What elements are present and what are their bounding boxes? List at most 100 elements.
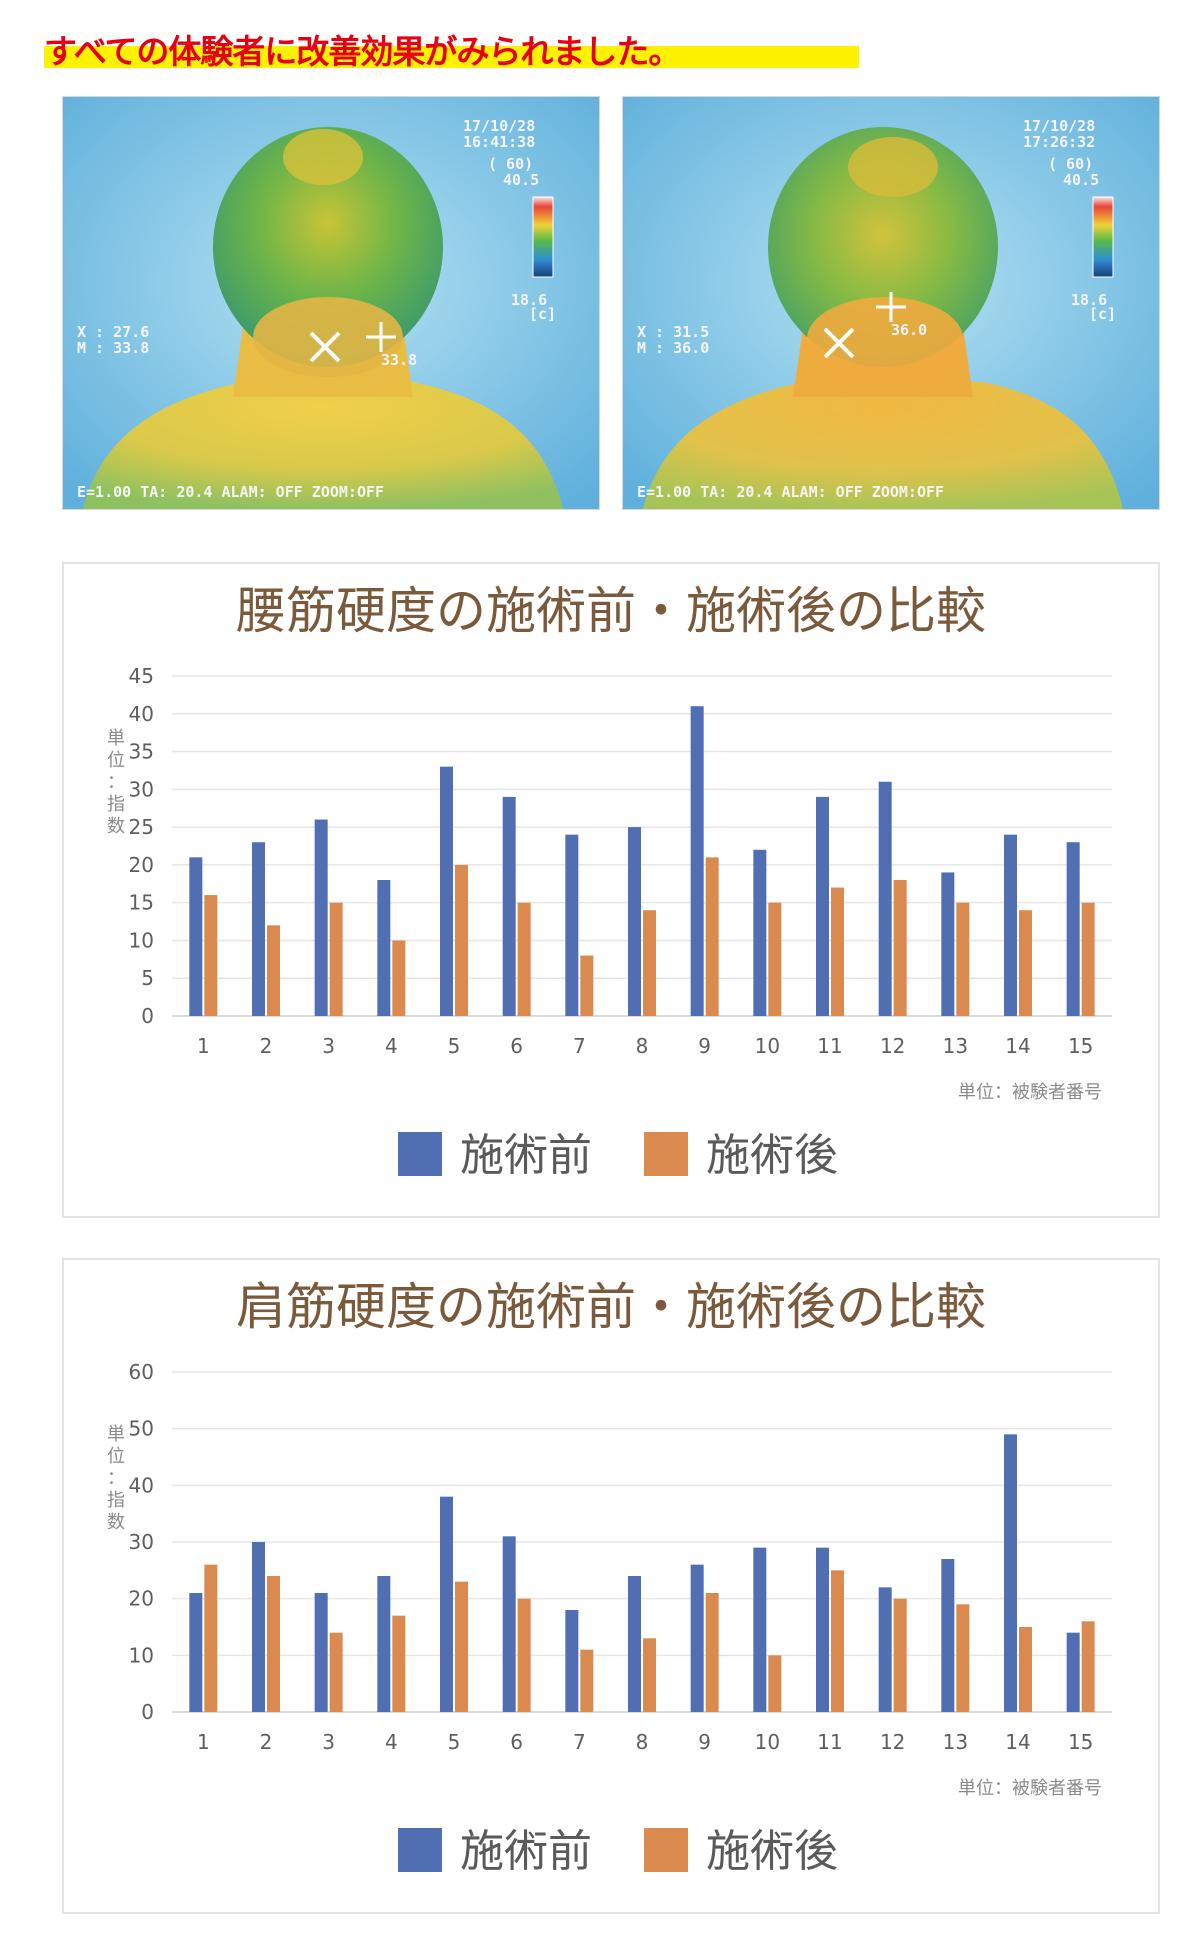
bar-before: [1066, 1632, 1080, 1712]
y-tick-label: 0: [141, 1004, 154, 1028]
color-scale-bar: [1092, 196, 1114, 278]
y-axis-label: 単位：指数: [107, 1424, 125, 1533]
y-tick-label: 50: [129, 1417, 154, 1441]
y-tick-label: 30: [129, 1530, 154, 1554]
bar-after: [831, 887, 844, 1016]
bar-after: [580, 955, 594, 1016]
y-tick-label: 10: [129, 1643, 154, 1667]
bar-after: [956, 902, 970, 1016]
bar-before: [878, 1587, 892, 1712]
legend-swatch-after: [644, 1132, 688, 1176]
x-tick-label: 15: [1068, 1730, 1093, 1754]
bar-after: [1081, 1621, 1095, 1712]
bar-after: [392, 1615, 406, 1712]
bar-before: [314, 1593, 328, 1712]
y-tick-label: 0: [141, 1700, 154, 1724]
x-tick-label: 12: [880, 1730, 905, 1754]
cursor-temp: 36.0: [891, 321, 927, 339]
bar-after: [705, 857, 719, 1016]
x-tick-label: 3: [322, 1034, 335, 1058]
cursor-temp: 33.8: [381, 351, 417, 369]
datetime-line-1: 17/10/28: [1023, 117, 1095, 135]
x-tick-label: 12: [880, 1034, 905, 1058]
y-axis-label: 単位：指数: [107, 728, 125, 837]
bar-after: [893, 1598, 907, 1712]
bar-before: [440, 766, 453, 1016]
bar-after: [705, 1593, 719, 1712]
headline: すべての体験者に改善効果がみられました。: [44, 30, 859, 74]
bar-after: [643, 1638, 656, 1712]
headline-highlight: [44, 46, 859, 68]
bar-after: [329, 1632, 343, 1712]
y-axis-label-char: 数: [107, 816, 125, 837]
x-tick-label: 9: [698, 1730, 711, 1754]
y-axis-label-char: 指: [107, 794, 125, 815]
readout-1: X : 31.5: [637, 323, 709, 341]
x-tick-label: 11: [817, 1730, 842, 1754]
legend-label-after: 施術後: [706, 1130, 838, 1181]
bar-after: [768, 1655, 782, 1712]
x-tick-label: 15: [1068, 1034, 1093, 1058]
x-tick-label: 7: [573, 1034, 586, 1058]
bar-after: [643, 910, 656, 1016]
x-tick-label: 10: [755, 1034, 780, 1058]
bar-after: [956, 1604, 970, 1712]
x-tick-label: 2: [260, 1034, 273, 1058]
x-tick-label: 6: [510, 1730, 523, 1754]
bar-after: [204, 1564, 218, 1712]
bar-after: [517, 1598, 531, 1712]
bar-after: [893, 880, 907, 1016]
bar-before: [377, 880, 391, 1016]
thermal-image-after: 36.0 17/10/28 17:26:32 ( 60) 40.5 18.6 […: [622, 96, 1160, 510]
range-bottom-2: [c]: [529, 305, 556, 323]
bar-before: [941, 1559, 955, 1712]
y-axis-label-char: ：: [107, 1468, 125, 1489]
range-bottom-1: 18.6: [511, 291, 547, 309]
x-axis-label: 単位：被験者番号: [958, 1778, 1102, 1799]
bar-after: [517, 902, 531, 1016]
color-scale-bar: [532, 196, 554, 278]
legend-swatch-before: [398, 1132, 442, 1176]
range-bottom-1: 18.6: [1071, 291, 1107, 309]
bar-before: [1004, 834, 1017, 1016]
bar-after: [455, 864, 468, 1016]
range-top-1: ( 60): [488, 155, 533, 173]
bar-before: [189, 1593, 203, 1712]
y-axis-label-char: 位: [107, 750, 125, 771]
y-tick-label: 10: [129, 928, 154, 952]
x-tick-label: 4: [385, 1730, 398, 1754]
bar-after: [1019, 910, 1032, 1016]
y-axis-label-char: 指: [107, 1490, 125, 1511]
bar-before: [252, 1542, 265, 1712]
legend-label-before: 施術前: [460, 1130, 592, 1181]
bar-before: [690, 706, 704, 1016]
y-tick-label: 5: [141, 966, 154, 990]
x-tick-label: 8: [636, 1730, 649, 1754]
datetime-line-2: 17:26:32: [1023, 133, 1095, 151]
y-tick-label: 35: [129, 740, 154, 764]
chart-title: 肩筋硬度の施術前・施術後の比較: [236, 1278, 986, 1336]
x-tick-label: 8: [636, 1034, 649, 1058]
bar-after: [329, 902, 343, 1016]
bar-before: [314, 819, 328, 1016]
y-tick-label: 40: [129, 702, 154, 726]
x-tick-label: 6: [510, 1034, 523, 1058]
readout-2: M : 33.8: [77, 339, 149, 357]
x-tick-label: 13: [943, 1034, 968, 1058]
bar-after: [768, 902, 782, 1016]
bar-before: [878, 781, 892, 1016]
legend-swatch-before: [398, 1828, 442, 1872]
bar-after: [267, 1576, 280, 1712]
bar-before: [628, 1576, 641, 1712]
bar-before: [1004, 1434, 1017, 1712]
x-tick-label: 3: [322, 1730, 335, 1754]
range-top-1: ( 60): [1048, 155, 1093, 173]
bar-before: [565, 1610, 579, 1712]
status-bar: E=1.00 TA: 20.4 ALAM: OFF ZOOM:OFF: [637, 483, 944, 501]
bar-before: [565, 834, 579, 1016]
bar-after: [267, 925, 280, 1016]
y-tick-label: 30: [129, 777, 154, 801]
bar-after: [831, 1570, 844, 1712]
bar-before: [189, 857, 203, 1016]
